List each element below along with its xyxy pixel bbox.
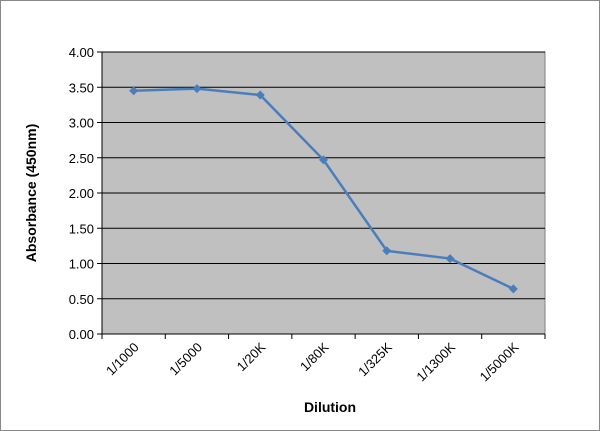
x-axis-title: Dilution bbox=[304, 399, 356, 415]
y-tick-label: 1.00 bbox=[69, 257, 94, 272]
y-tick-label: 0.50 bbox=[69, 292, 94, 307]
y-tick-label: 3.50 bbox=[69, 80, 94, 95]
y-tick-label: 3.00 bbox=[69, 116, 94, 131]
y-tick-label: 2.50 bbox=[69, 151, 94, 166]
data-point bbox=[192, 84, 202, 94]
data-point bbox=[382, 246, 392, 256]
data-point bbox=[319, 155, 328, 165]
data-point bbox=[129, 86, 139, 96]
y-tick-label: 4.00 bbox=[69, 45, 94, 60]
y-tick-label: 1.50 bbox=[69, 221, 94, 236]
y-tick-label: 0.00 bbox=[69, 327, 94, 342]
y-tick-label: 2.00 bbox=[69, 186, 94, 201]
data-point bbox=[255, 90, 265, 100]
data-point bbox=[445, 254, 455, 264]
y-axis-title: Absorbance (450nm) bbox=[23, 124, 39, 262]
data-point bbox=[508, 284, 518, 294]
